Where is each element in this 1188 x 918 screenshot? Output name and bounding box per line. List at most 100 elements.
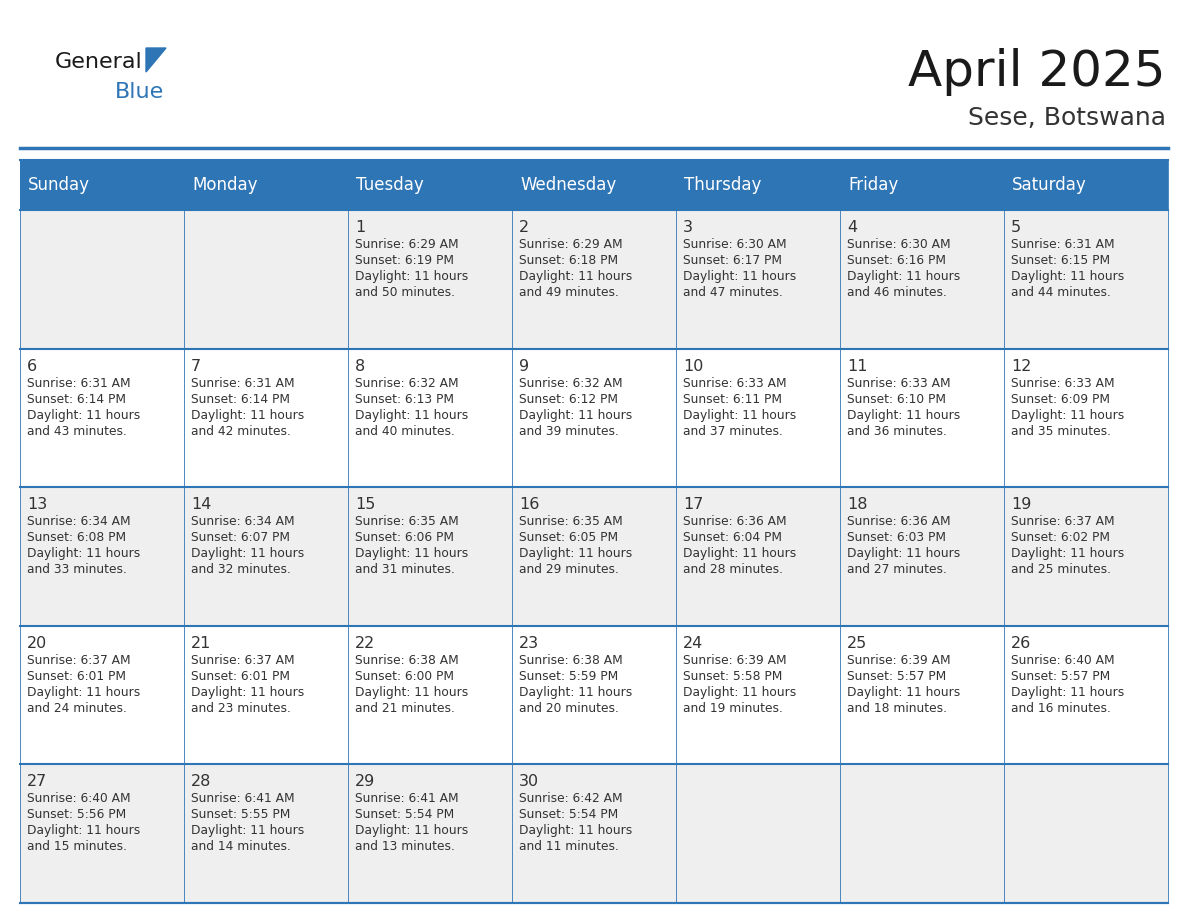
Text: Monday: Monday (192, 176, 258, 194)
Text: Daylight: 11 hours: Daylight: 11 hours (847, 686, 960, 699)
Text: and 27 minutes.: and 27 minutes. (847, 564, 947, 577)
Text: Sunset: 6:18 PM: Sunset: 6:18 PM (519, 254, 618, 267)
Text: Daylight: 11 hours: Daylight: 11 hours (1011, 686, 1124, 699)
Text: Daylight: 11 hours: Daylight: 11 hours (847, 270, 960, 283)
Text: 14: 14 (191, 498, 211, 512)
Text: and 21 minutes.: and 21 minutes. (355, 701, 455, 715)
Text: 8: 8 (355, 359, 365, 374)
Text: Sunrise: 6:40 AM: Sunrise: 6:40 AM (27, 792, 131, 805)
Text: and 14 minutes.: and 14 minutes. (191, 840, 291, 854)
Text: and 33 minutes.: and 33 minutes. (27, 564, 127, 577)
Text: Saturday: Saturday (1012, 176, 1087, 194)
Text: Sunrise: 6:30 AM: Sunrise: 6:30 AM (847, 238, 950, 251)
Text: 1: 1 (355, 220, 365, 235)
Text: and 29 minutes.: and 29 minutes. (519, 564, 619, 577)
Text: Sunrise: 6:36 AM: Sunrise: 6:36 AM (683, 515, 786, 528)
Text: Sunset: 6:03 PM: Sunset: 6:03 PM (847, 532, 946, 544)
Text: Sunrise: 6:29 AM: Sunrise: 6:29 AM (355, 238, 459, 251)
Text: Sunset: 5:56 PM: Sunset: 5:56 PM (27, 809, 126, 822)
Text: 18: 18 (847, 498, 867, 512)
Polygon shape (146, 48, 166, 72)
Text: Daylight: 11 hours: Daylight: 11 hours (847, 409, 960, 421)
Text: 6: 6 (27, 359, 37, 374)
Text: Sunrise: 6:30 AM: Sunrise: 6:30 AM (683, 238, 786, 251)
Text: and 19 minutes.: and 19 minutes. (683, 701, 783, 715)
Text: 22: 22 (355, 636, 375, 651)
Text: Sunset: 6:09 PM: Sunset: 6:09 PM (1011, 393, 1110, 406)
Text: Sunrise: 6:38 AM: Sunrise: 6:38 AM (355, 654, 459, 666)
Text: and 42 minutes.: and 42 minutes. (191, 425, 291, 438)
Text: Sunrise: 6:32 AM: Sunrise: 6:32 AM (355, 376, 459, 389)
Text: 21: 21 (191, 636, 211, 651)
Text: and 20 minutes.: and 20 minutes. (519, 701, 619, 715)
Text: Sunrise: 6:37 AM: Sunrise: 6:37 AM (1011, 515, 1114, 528)
Text: Sunrise: 6:37 AM: Sunrise: 6:37 AM (27, 654, 131, 666)
Text: 25: 25 (847, 636, 867, 651)
Text: Sunset: 6:12 PM: Sunset: 6:12 PM (519, 393, 618, 406)
Text: 30: 30 (519, 775, 539, 789)
Text: Sunset: 6:02 PM: Sunset: 6:02 PM (1011, 532, 1110, 544)
FancyBboxPatch shape (20, 765, 1168, 903)
Text: Sunrise: 6:36 AM: Sunrise: 6:36 AM (847, 515, 950, 528)
Text: 28: 28 (191, 775, 211, 789)
Text: 16: 16 (519, 498, 539, 512)
Text: and 36 minutes.: and 36 minutes. (847, 425, 947, 438)
Text: Daylight: 11 hours: Daylight: 11 hours (191, 547, 304, 560)
Text: Sunrise: 6:33 AM: Sunrise: 6:33 AM (683, 376, 786, 389)
Text: and 50 minutes.: and 50 minutes. (355, 286, 455, 299)
Text: Sunset: 6:01 PM: Sunset: 6:01 PM (191, 670, 290, 683)
Text: Daylight: 11 hours: Daylight: 11 hours (191, 824, 304, 837)
Text: 26: 26 (1011, 636, 1031, 651)
Text: 29: 29 (355, 775, 375, 789)
Text: Sunrise: 6:34 AM: Sunrise: 6:34 AM (27, 515, 131, 528)
Text: 4: 4 (847, 220, 857, 235)
Text: Sunset: 5:57 PM: Sunset: 5:57 PM (847, 670, 947, 683)
Text: Sunrise: 6:38 AM: Sunrise: 6:38 AM (519, 654, 623, 666)
Text: Daylight: 11 hours: Daylight: 11 hours (355, 686, 468, 699)
Text: April 2025: April 2025 (909, 48, 1165, 96)
Text: and 35 minutes.: and 35 minutes. (1011, 425, 1111, 438)
Text: Daylight: 11 hours: Daylight: 11 hours (519, 686, 632, 699)
Text: 24: 24 (683, 636, 703, 651)
Text: Daylight: 11 hours: Daylight: 11 hours (683, 409, 796, 421)
Text: Daylight: 11 hours: Daylight: 11 hours (191, 686, 304, 699)
FancyBboxPatch shape (20, 210, 1168, 349)
Text: and 37 minutes.: and 37 minutes. (683, 425, 783, 438)
Text: and 31 minutes.: and 31 minutes. (355, 564, 455, 577)
Text: and 24 minutes.: and 24 minutes. (27, 701, 127, 715)
Text: Sunset: 6:16 PM: Sunset: 6:16 PM (847, 254, 946, 267)
Text: and 43 minutes.: and 43 minutes. (27, 425, 127, 438)
Text: 7: 7 (191, 359, 201, 374)
Text: Sunset: 6:10 PM: Sunset: 6:10 PM (847, 393, 946, 406)
Text: 19: 19 (1011, 498, 1031, 512)
Text: Sunset: 6:00 PM: Sunset: 6:00 PM (355, 670, 454, 683)
Text: and 47 minutes.: and 47 minutes. (683, 286, 783, 299)
Text: Sunset: 5:54 PM: Sunset: 5:54 PM (355, 809, 454, 822)
Text: Daylight: 11 hours: Daylight: 11 hours (355, 409, 468, 421)
Text: Daylight: 11 hours: Daylight: 11 hours (355, 547, 468, 560)
Text: Sunrise: 6:31 AM: Sunrise: 6:31 AM (27, 376, 131, 389)
Text: Daylight: 11 hours: Daylight: 11 hours (1011, 409, 1124, 421)
Text: Sese, Botswana: Sese, Botswana (968, 106, 1165, 130)
Text: and 15 minutes.: and 15 minutes. (27, 840, 127, 854)
Text: Sunrise: 6:39 AM: Sunrise: 6:39 AM (847, 654, 950, 666)
Text: Sunrise: 6:37 AM: Sunrise: 6:37 AM (191, 654, 295, 666)
Text: General: General (55, 52, 143, 72)
Text: Sunrise: 6:41 AM: Sunrise: 6:41 AM (191, 792, 295, 805)
Text: 23: 23 (519, 636, 539, 651)
Text: Sunrise: 6:41 AM: Sunrise: 6:41 AM (355, 792, 459, 805)
Text: Sunset: 6:07 PM: Sunset: 6:07 PM (191, 532, 290, 544)
Text: Daylight: 11 hours: Daylight: 11 hours (355, 824, 468, 837)
Text: and 28 minutes.: and 28 minutes. (683, 564, 783, 577)
Text: 9: 9 (519, 359, 529, 374)
Text: Sunset: 6:04 PM: Sunset: 6:04 PM (683, 532, 782, 544)
Text: Daylight: 11 hours: Daylight: 11 hours (519, 270, 632, 283)
Text: Thursday: Thursday (684, 176, 762, 194)
Text: Daylight: 11 hours: Daylight: 11 hours (519, 824, 632, 837)
Text: Sunrise: 6:32 AM: Sunrise: 6:32 AM (519, 376, 623, 389)
Text: 27: 27 (27, 775, 48, 789)
Text: Sunrise: 6:31 AM: Sunrise: 6:31 AM (1011, 238, 1114, 251)
Text: Sunrise: 6:29 AM: Sunrise: 6:29 AM (519, 238, 623, 251)
Text: Daylight: 11 hours: Daylight: 11 hours (519, 409, 632, 421)
FancyBboxPatch shape (20, 349, 1168, 487)
